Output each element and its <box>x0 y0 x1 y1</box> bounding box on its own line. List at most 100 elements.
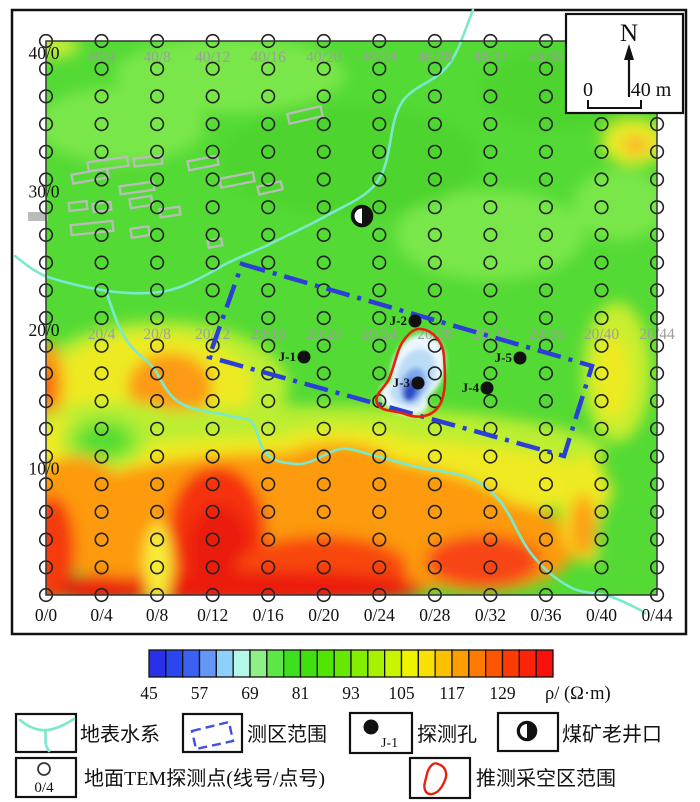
borehole-label-J-2: J-2 <box>390 313 407 328</box>
tem-station-point <box>261 532 276 547</box>
colorbar: 45 57 69 81 93 105 117 129 <box>140 649 554 703</box>
tem-station-point <box>261 61 276 76</box>
stream-b <box>104 289 647 615</box>
building-outlines <box>28 104 325 249</box>
station-number-label: 20/20 <box>306 326 342 343</box>
legend-box-tem-station <box>14 756 78 799</box>
tem-station-point <box>205 200 220 215</box>
tem-station-point <box>316 255 331 270</box>
colorbar-cell <box>501 649 520 678</box>
tem-station-point <box>427 89 442 104</box>
contour-blob <box>100 571 424 595</box>
tem-station-point <box>483 200 498 215</box>
tem-station-point <box>316 366 331 381</box>
tem-station-point <box>150 227 165 242</box>
station-number-label: 40/8 <box>143 49 171 66</box>
tem-station-point <box>94 89 109 104</box>
tem-station-point <box>150 421 165 436</box>
tem-station-point <box>483 504 498 520</box>
colorbar-cell <box>232 649 251 678</box>
colorbar-cell <box>165 649 184 678</box>
tem-station-point <box>483 477 498 492</box>
tem-station-point <box>94 394 109 409</box>
station-number-label: 0/0 <box>35 605 58 625</box>
tem-station-point <box>150 200 165 215</box>
contour-blob <box>46 496 75 595</box>
tem-station-point <box>427 532 442 547</box>
colorbar-tick-label: 45 <box>140 683 158 703</box>
contour-blob <box>144 522 172 595</box>
colorbar-cell <box>518 649 537 678</box>
station-number-label: 40/4 <box>88 49 116 66</box>
tem-station-point <box>372 504 387 520</box>
colorbar-cell <box>316 649 335 678</box>
station-number-label: 10/0 <box>28 459 59 479</box>
tem-station-point <box>150 449 165 464</box>
contour-blob <box>395 190 585 280</box>
tem-station-point <box>94 477 109 492</box>
shaft-white-half <box>354 208 362 224</box>
colorbar-unit-label: ρ/ (Ω·m) <box>545 684 611 704</box>
north-arrow-head-icon <box>624 44 634 60</box>
tem-station-point <box>316 144 331 159</box>
tem-station-point <box>94 532 109 547</box>
tem-station-point <box>261 394 276 409</box>
tem-station-point <box>205 366 220 381</box>
station-number-label: 40/28 <box>417 49 453 66</box>
contour-blob <box>220 105 480 215</box>
surface-water-lines <box>13 8 647 615</box>
tem-station-point <box>483 394 498 409</box>
contour-blob <box>115 41 345 113</box>
tem-station-point <box>205 560 220 575</box>
tem-station-point <box>372 144 387 159</box>
station-number-label: 40/20 <box>306 49 342 66</box>
tem-station-point <box>538 310 554 326</box>
tem-station-point <box>150 89 165 104</box>
station-number-label: 0/4 <box>90 605 113 625</box>
colorbar-cell <box>451 649 470 678</box>
tem-station-point <box>94 366 109 381</box>
tem-station-point <box>483 227 498 242</box>
goaf-outline <box>375 327 447 418</box>
colorbar-cell <box>148 649 167 678</box>
tem-station-point <box>372 227 387 242</box>
colorbar-cell <box>266 649 285 678</box>
tem-station-point <box>538 283 554 298</box>
tem-station-point <box>538 255 554 270</box>
tem-station-symbol-icon <box>37 762 51 776</box>
tem-station-point <box>594 227 609 242</box>
tem-station-point <box>205 394 220 409</box>
tem-station-point <box>538 116 554 132</box>
building-outline <box>128 194 154 210</box>
contour-blob <box>58 576 142 595</box>
contour-blob <box>622 136 650 154</box>
borehole-label-J-1: J-1 <box>279 349 296 364</box>
contour-blob <box>128 353 212 421</box>
tem-station-point <box>316 89 331 104</box>
tem-station-point <box>94 449 109 464</box>
tem-station-point <box>538 61 554 76</box>
tem-station-point <box>150 366 165 381</box>
tem-station-point <box>150 116 165 132</box>
colorbar-cell <box>400 649 419 678</box>
tem-station-point <box>205 310 220 326</box>
tem-station-point <box>261 116 276 132</box>
building-outline <box>132 154 164 168</box>
colorbar-cell <box>182 649 201 678</box>
tem-station-point <box>427 227 442 242</box>
station-number-label: 20/40 <box>584 326 620 343</box>
borehole-label-J-3: J-3 <box>393 375 411 390</box>
tem-station-point <box>205 532 220 547</box>
tem-station-point <box>94 504 109 520</box>
tem-station-point <box>594 310 609 326</box>
colorbar-cell <box>367 649 386 678</box>
north-label: N <box>620 20 638 47</box>
tem-station-point <box>94 255 109 270</box>
borehole-label-J-4: J-4 <box>462 380 480 395</box>
tem-station-point <box>372 532 387 547</box>
station-number-label: 0/24 <box>364 605 395 625</box>
tem-station-point <box>538 477 554 492</box>
tem-station-point <box>261 504 276 520</box>
tem-station-point <box>427 477 442 492</box>
building-outline <box>206 237 224 249</box>
